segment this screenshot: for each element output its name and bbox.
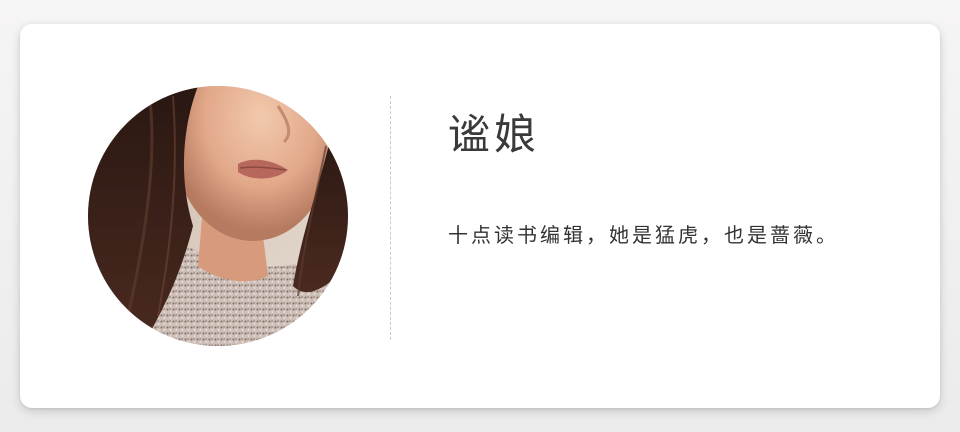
author-bio: 十点读书编辑，她是猛虎，也是蔷薇。 [448, 223, 839, 247]
author-card: 谧娘 十点读书编辑，她是猛虎，也是蔷薇。 [20, 24, 940, 408]
vertical-divider [390, 96, 391, 340]
portrait-photo-icon [88, 86, 348, 346]
author-name: 谧娘 [448, 110, 541, 159]
author-avatar [88, 86, 348, 346]
